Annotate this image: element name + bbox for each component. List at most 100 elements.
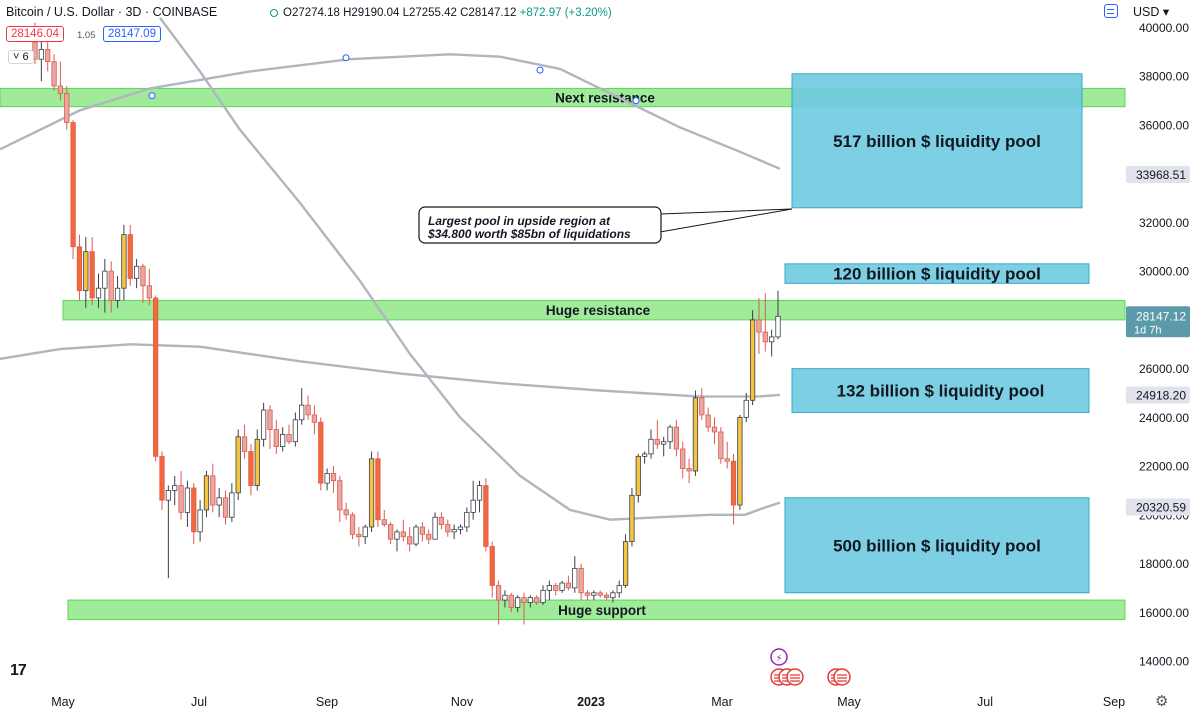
candle-body xyxy=(146,285,152,299)
liquidity-pool-1 xyxy=(791,73,1083,209)
y-tick-label: 14000.00 xyxy=(1139,655,1189,669)
zones-layer: Next resistance Huge resistance Huge suppo… xyxy=(0,87,1126,621)
currency-icon[interactable] xyxy=(1104,4,1118,18)
candle-body xyxy=(235,436,241,494)
candle-body xyxy=(642,453,648,457)
x-tick-label: Mar xyxy=(711,695,733,709)
candle-body xyxy=(711,426,718,433)
pools-layer: 517 billion $ liquidity pool 120 billion … xyxy=(418,73,1090,594)
candle-body xyxy=(267,409,273,430)
candle-body xyxy=(102,270,108,289)
candle-body xyxy=(210,475,216,506)
economic-event-icon xyxy=(833,668,851,686)
candle-body xyxy=(553,585,559,591)
currency-select[interactable]: USD ▾ xyxy=(1133,5,1170,19)
candle-body xyxy=(133,265,140,279)
ohlc-readout: O27274.18 H29190.04 L27255.42 C28147.12 … xyxy=(283,7,612,19)
buy-button[interactable]: 28147.09 xyxy=(103,26,161,42)
candle-body xyxy=(159,455,165,501)
current-price-label: 28147.12 xyxy=(1136,309,1186,323)
candle-body xyxy=(368,458,375,528)
countdown-label: 1d 7h xyxy=(1134,324,1162,336)
candle-body xyxy=(622,541,629,586)
y-tick-label: 36000.00 xyxy=(1139,118,1189,132)
price-tag-3 xyxy=(1126,386,1190,404)
zone-2 xyxy=(62,299,1126,321)
y-tick-label: 16000.00 xyxy=(1139,606,1189,620)
tradingview-logo[interactable]: 17 xyxy=(10,662,27,679)
candle-body xyxy=(775,315,781,338)
candle-body xyxy=(756,319,762,333)
callout-text-1: Largest pool in upside region at xyxy=(428,214,611,228)
candle-body xyxy=(508,594,514,608)
price-tag-label-1: 33968.51 xyxy=(1136,168,1186,182)
ohlc-values: O27274.18 H29190.04 L27255.42 C28147.12 xyxy=(283,7,517,19)
candle-body xyxy=(337,480,343,511)
sell-button[interactable]: 28146.04 xyxy=(6,26,64,42)
candle-body xyxy=(153,297,159,457)
candle-body xyxy=(83,251,89,292)
y-tick-label: 38000.00 xyxy=(1139,70,1189,84)
candle-body xyxy=(229,492,235,518)
drawing-handle-1 xyxy=(148,92,156,100)
candle-body xyxy=(413,526,419,545)
indicators-toggle[interactable]: ˅ 6 xyxy=(8,50,34,64)
currency-label: USD xyxy=(1133,5,1160,19)
candle-body xyxy=(89,251,95,299)
candle-body xyxy=(203,475,210,511)
candle-body xyxy=(38,49,44,60)
callout-pointer xyxy=(659,208,793,233)
candle-body xyxy=(248,451,254,486)
drawing-handle-4 xyxy=(632,97,640,105)
zone-label-1: Next resistance xyxy=(555,91,655,106)
candle-body xyxy=(515,597,521,608)
candle-body xyxy=(292,419,298,443)
candle-body xyxy=(635,455,641,496)
y-tick-label: 26000.00 xyxy=(1139,362,1189,376)
candle-body xyxy=(699,397,705,416)
liquidity-pool-2 xyxy=(784,263,1090,284)
candle-body xyxy=(70,122,76,248)
chart-title: Bitcoin / U.S. Dollar · 3D · COINBASE xyxy=(6,5,218,19)
lightning-event-icon xyxy=(770,648,788,666)
candle-body xyxy=(349,514,356,535)
candle-body xyxy=(718,431,724,460)
candle-body xyxy=(470,499,476,513)
candle-body xyxy=(686,468,692,472)
x-tick-label: May xyxy=(837,695,861,709)
callout-text-2: $34.800 worth $85bn of liquidations xyxy=(427,227,631,241)
flag-stripes-icon xyxy=(790,674,800,682)
candle-body xyxy=(457,526,464,530)
y-tick-label: 18000.00 xyxy=(1139,557,1189,571)
market-status-icon xyxy=(270,9,278,17)
candle-body xyxy=(254,438,260,486)
candle-body xyxy=(299,404,305,421)
liquidity-pool-label-2: 120 billion $ liquidity pool xyxy=(833,265,1041,284)
y-tick-label: 24000.00 xyxy=(1139,411,1189,425)
candle-body xyxy=(216,497,222,506)
gear-icon[interactable]: ⚙ xyxy=(1155,693,1169,710)
candle-body xyxy=(584,592,591,596)
economic-event-icon xyxy=(786,668,804,686)
candle-body xyxy=(222,497,229,518)
y-tick-label: 32000.00 xyxy=(1139,216,1189,230)
candle-body xyxy=(64,92,70,123)
candle-body xyxy=(362,526,368,538)
candle-body xyxy=(273,429,279,447)
candle-body xyxy=(419,526,425,535)
liquidity-pool-label-4: 500 billion $ liquidity pool xyxy=(833,536,1041,555)
candle-body xyxy=(724,458,730,462)
candle-body xyxy=(680,448,686,469)
change-value: +872.97 (+3.20%) xyxy=(519,7,612,19)
drawing-handle-3 xyxy=(536,66,544,74)
candle-body xyxy=(616,585,622,594)
candle-body xyxy=(343,509,349,516)
drawing-handle-2 xyxy=(342,54,350,62)
indicator-count: 6 xyxy=(22,51,29,63)
candle-body xyxy=(527,597,533,603)
price-tag-label-4: 20320.59 xyxy=(1136,500,1186,514)
candle-body xyxy=(534,597,540,603)
flag-stripes-icon xyxy=(837,674,847,682)
candle-body xyxy=(426,533,432,540)
